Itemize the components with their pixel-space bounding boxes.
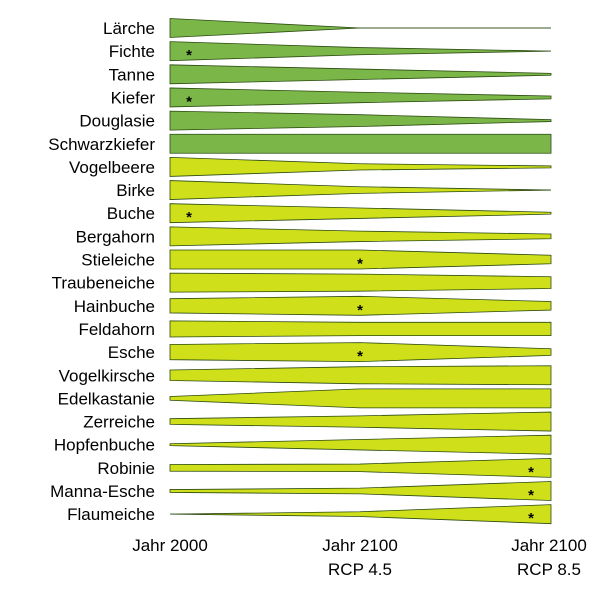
significance-star-flaumeiche: * bbox=[528, 510, 534, 527]
row-fichte: Fichte * bbox=[109, 41, 552, 64]
row-bergahorn: Bergahorn bbox=[76, 226, 552, 247]
row-feldahorn: Feldahorn bbox=[78, 320, 552, 339]
significance-star-robinie: * bbox=[528, 464, 534, 481]
row-traubeneiche: Traubeneiche bbox=[52, 272, 552, 293]
species-label-vogelbeere: Vogelbeere bbox=[69, 158, 155, 177]
species-label-bergahorn: Bergahorn bbox=[76, 227, 155, 246]
x-axis-labels: Jahr 2000 Jahr 2100 RCP 4.5 Jahr 2100 RCP 8.… bbox=[132, 536, 587, 579]
row-kiefer: Kiefer * bbox=[111, 87, 552, 110]
species-label-hainbuche: Hainbuche bbox=[74, 297, 155, 316]
species-label-flaumeiche: Flaumeiche bbox=[67, 505, 155, 524]
species-label-tanne: Tanne bbox=[109, 65, 155, 84]
species-label-zerreiche: Zerreiche bbox=[83, 413, 155, 432]
x-label-2-line2: RCP 8.5 bbox=[517, 560, 581, 579]
species-label-douglasie: Douglasie bbox=[79, 112, 155, 131]
row-hainbuche: Hainbuche * bbox=[74, 295, 552, 319]
band-flaumeiche bbox=[169, 504, 552, 525]
species-label-edelkastanie: Edelkastanie bbox=[58, 389, 155, 408]
row-vogelbeere: Vogelbeere bbox=[69, 156, 552, 177]
row-buche: Buche * bbox=[107, 203, 552, 226]
band-bergahorn bbox=[169, 226, 552, 247]
species-label-esche: Esche bbox=[108, 343, 155, 362]
band-fichte bbox=[169, 41, 552, 62]
row-manna-esche: Manna-Esche * bbox=[50, 481, 552, 504]
band-feldahorn bbox=[169, 320, 552, 338]
species-label-laerche: Lärche bbox=[103, 19, 155, 38]
row-flaumeiche: Flaumeiche * bbox=[67, 504, 552, 527]
row-stieleiche: Stieleiche * bbox=[81, 249, 552, 273]
band-douglasie bbox=[169, 110, 552, 131]
significance-star-manna-esche: * bbox=[528, 487, 534, 504]
band-tanne bbox=[169, 64, 552, 85]
species-label-birke: Birke bbox=[116, 181, 155, 200]
band-traubeneiche bbox=[169, 272, 552, 293]
x-label-1-line1: Jahr 2100 bbox=[322, 536, 398, 555]
significance-star-esche: * bbox=[357, 348, 363, 365]
species-label-hopfenbuche: Hopfenbuche bbox=[54, 436, 155, 455]
row-zerreiche: Zerreiche bbox=[83, 411, 552, 432]
band-manna-esche bbox=[169, 481, 552, 501]
species-label-buche: Buche bbox=[107, 204, 155, 223]
band-schwarzkiefer bbox=[169, 133, 552, 154]
band-vogelkirsche bbox=[169, 365, 552, 386]
band-zerreiche bbox=[169, 411, 552, 432]
significance-star-stieleiche: * bbox=[357, 256, 363, 273]
species-label-fichte: Fichte bbox=[109, 42, 155, 61]
species-label-stieleiche: Stieleiche bbox=[81, 251, 155, 270]
band-buche bbox=[169, 203, 552, 224]
row-laerche: Lärche bbox=[103, 18, 551, 38]
row-schwarzkiefer: Schwarzkiefer bbox=[48, 133, 552, 154]
species-label-kiefer: Kiefer bbox=[111, 88, 156, 107]
species-label-vogelkirsche: Vogelkirsche bbox=[59, 366, 155, 385]
row-tanne: Tanne bbox=[109, 64, 552, 85]
species-label-robinie: Robinie bbox=[97, 459, 155, 478]
x-label-2-line1: Jahr 2100 bbox=[511, 536, 587, 555]
species-label-feldahorn: Feldahorn bbox=[78, 320, 155, 339]
row-hopfenbuche: Hopfenbuche bbox=[54, 434, 552, 455]
band-robinie bbox=[169, 457, 552, 478]
x-label-0-line1: Jahr 2000 bbox=[132, 536, 208, 555]
row-douglasie: Douglasie bbox=[79, 110, 552, 131]
band-hopfenbuche bbox=[169, 434, 552, 455]
row-esche: Esche * bbox=[108, 342, 552, 365]
species-rows: Lärche Fichte * Tanne Kiefer * Douglasie Schwar… bbox=[48, 18, 552, 527]
band-vogelbeere bbox=[169, 156, 552, 177]
band-kiefer bbox=[169, 87, 552, 108]
significance-star-fichte: * bbox=[186, 47, 192, 64]
row-vogelkirsche: Vogelkirsche bbox=[59, 365, 552, 386]
band-esche bbox=[169, 342, 552, 363]
significance-star-hainbuche: * bbox=[357, 302, 363, 319]
x-label-1-line2: RCP 4.5 bbox=[328, 560, 392, 579]
significance-star-kiefer: * bbox=[186, 93, 192, 110]
band-laerche bbox=[169, 18, 551, 38]
significance-star-buche: * bbox=[186, 209, 192, 226]
species-label-manna-esche: Manna-Esche bbox=[50, 482, 155, 501]
row-edelkastanie: Edelkastanie bbox=[58, 388, 552, 409]
row-birke: Birke bbox=[116, 180, 552, 200]
band-edelkastanie bbox=[169, 388, 552, 409]
species-label-traubeneiche: Traubeneiche bbox=[52, 274, 155, 293]
band-birke bbox=[169, 180, 552, 200]
species-label-schwarzkiefer: Schwarzkiefer bbox=[48, 135, 155, 154]
band-stieleiche bbox=[169, 249, 552, 270]
band-hainbuche bbox=[169, 295, 552, 316]
row-robinie: Robinie * bbox=[97, 457, 552, 481]
